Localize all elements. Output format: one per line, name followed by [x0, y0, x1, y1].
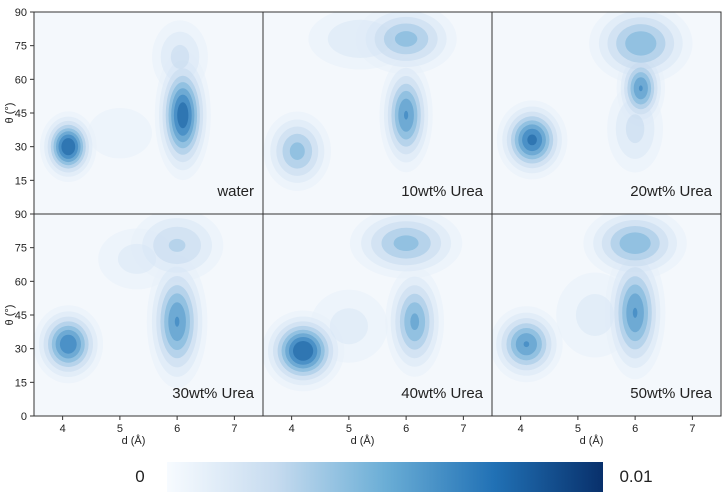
panel-label: 40wt% Urea: [401, 385, 483, 402]
y-tick-label: 30: [15, 142, 27, 154]
density-contour-peak-3: [625, 31, 657, 56]
density-contour-peak-3: [393, 235, 419, 251]
y-tick-label: 60: [15, 74, 27, 86]
density-contour-peak-3: [394, 31, 418, 47]
x-axis-label: d (Å): [351, 434, 375, 447]
colorbar-gradient: [167, 462, 603, 492]
x-tick-label: 7: [689, 423, 695, 435]
panel-label: 20wt% Urea: [630, 183, 712, 200]
x-tick-label: 5: [117, 423, 123, 435]
y-axis-label: θ (°): [4, 305, 16, 326]
density-contour-peak-2: [632, 307, 638, 318]
y-tick-label: 0: [21, 411, 27, 423]
x-tick-label: 5: [575, 423, 581, 435]
x-tick-label: 5: [346, 423, 352, 435]
density-contour-peak-4: [327, 19, 393, 58]
panel-5: 40wt% Urea: [262, 213, 493, 417]
y-tick-label: 60: [15, 276, 27, 288]
panel-1: water: [33, 11, 264, 215]
x-tick-label: 4: [518, 423, 524, 435]
density-contour-peak-3: [619, 232, 651, 254]
panel-6: 50wt% Urea: [491, 213, 722, 417]
panel-2: 10wt% Urea: [262, 11, 493, 215]
colorbar-max-label: 0.01: [619, 467, 652, 486]
density-contour-peak-3: [170, 44, 190, 69]
panel-label: 30wt% Urea: [172, 385, 254, 402]
density-contour-peak-2: [410, 313, 420, 331]
density-contour-peak-2: [174, 316, 180, 327]
colorbar-min-label: 0: [135, 467, 144, 486]
density-contour-peak-3: [168, 238, 186, 252]
density-contour-peak-4: [117, 243, 157, 274]
x-tick-label: 4: [60, 423, 66, 435]
density-contour-peak-4: [329, 308, 368, 345]
density-contour-peak-1: [293, 341, 314, 361]
density-contour-peak-4: [87, 108, 152, 159]
y-tick-label: 15: [15, 175, 27, 187]
y-tick-label: 75: [15, 243, 27, 255]
density-contour-peak-2: [638, 85, 643, 92]
y-tick-label: 15: [15, 377, 27, 389]
x-tick-label: 4: [289, 423, 295, 435]
x-tick-label: 6: [403, 423, 409, 435]
panel-label: water: [216, 183, 254, 200]
density-contour-peak-2: [177, 102, 189, 129]
density-contour-peak-1: [527, 134, 537, 146]
x-axis-label: d (Å): [122, 434, 146, 447]
y-tick-label: 90: [15, 209, 27, 221]
density-contour-peak-4: [625, 114, 645, 144]
x-tick-label: 7: [231, 423, 237, 435]
density-contour-peak-2: [404, 110, 409, 120]
y-tick-label: 45: [15, 310, 27, 322]
y-tick-label: 45: [15, 108, 27, 120]
density-contour-peak-1: [289, 142, 305, 160]
x-axis-label: d (Å): [580, 434, 604, 447]
colorbar: 0 0.01: [135, 462, 653, 492]
panel-frame: [491, 213, 722, 417]
y-tick-label: 90: [15, 7, 27, 19]
panel-3: 20wt% Urea: [491, 11, 722, 215]
y-tick-label: 30: [15, 344, 27, 356]
x-tick-label: 6: [632, 423, 638, 435]
x-tick-label: 7: [460, 423, 466, 435]
density-contour-peak-1: [59, 334, 77, 354]
y-axis-label: θ (°): [4, 103, 16, 124]
density-contour-peak-1: [523, 341, 530, 348]
panel-4: 30wt% Urea: [33, 213, 264, 417]
panel-label: 50wt% Urea: [630, 385, 712, 402]
panel-label: 10wt% Urea: [401, 183, 483, 200]
density-contour-peak-1: [61, 138, 76, 156]
density-contour-peak-4: [575, 294, 615, 336]
y-tick-label: 75: [15, 41, 27, 53]
x-tick-label: 6: [174, 423, 180, 435]
